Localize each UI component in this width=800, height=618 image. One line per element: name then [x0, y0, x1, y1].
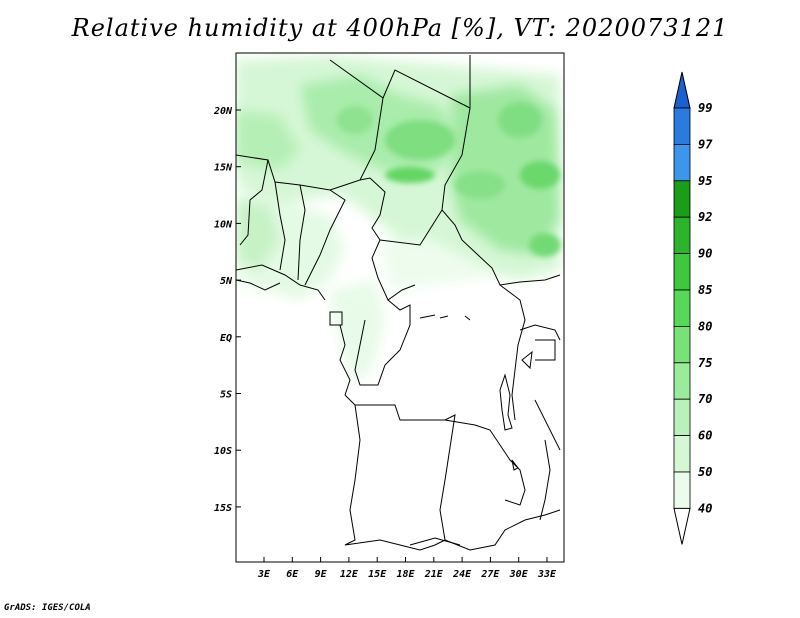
colorbar-segment: [673, 289, 691, 327]
colorbar-label: 99: [698, 101, 712, 115]
colorbar-label: 60: [698, 429, 712, 443]
lon-label: 18E: [396, 569, 415, 580]
map-frame: [235, 52, 565, 563]
colorbar-label: 95: [698, 174, 712, 188]
lat-label: 5S: [220, 390, 232, 401]
lon-label: 12E: [340, 569, 359, 580]
country-boundaries: [236, 55, 561, 551]
humidity-field: [236, 55, 561, 385]
longitude-axis: 3E 6E 9E 12E 15E 18E 21E 24E 27E 30E 33E: [257, 557, 557, 580]
lon-label: 6E: [286, 569, 299, 580]
colorbar-segment: [673, 325, 691, 364]
colorbar-label: 75: [698, 356, 712, 370]
lat-label: 10S: [214, 446, 232, 457]
lon-label: 24E: [452, 569, 472, 580]
colorbar-label: 50: [698, 465, 712, 479]
lat-label: 10N: [214, 219, 233, 230]
colorbar-label: 80: [698, 319, 712, 333]
lon-label: 27E: [480, 569, 500, 580]
colorbar: 99 97 95 92 90 85 80 75 70 60 50 40: [673, 71, 713, 545]
colorbar-label: 85: [698, 283, 712, 297]
colorbar-segment: [673, 216, 691, 254]
colorbar-segment: [673, 253, 691, 291]
latitude-axis: 20N 15N 10N 5N EQ 5S 10S 15S: [213, 106, 241, 514]
lat-label: 20N: [213, 106, 233, 117]
colorbar-segment: [673, 107, 691, 145]
lat-label: EQ: [220, 333, 232, 344]
colorbar-segment: [673, 471, 691, 509]
lakes: [419, 314, 533, 471]
colorbar-label: 90: [698, 247, 712, 261]
colorbar-top-arrow: [673, 71, 691, 109]
grads-credit: GrADS: IGES/COLA: [4, 603, 91, 613]
lon-label: 3E: [257, 569, 271, 580]
lon-label: 15E: [368, 569, 387, 580]
colorbar-label: 92: [698, 210, 712, 224]
lon-label: 33E: [537, 569, 557, 580]
chart-title: Relative humidity at 400hPa [%], VT: 202…: [71, 14, 729, 42]
lon-label: 30E: [509, 569, 529, 580]
colorbar-label: 40: [698, 501, 712, 515]
colorbar-label: 97: [698, 137, 713, 151]
colorbar-segment: [673, 398, 691, 437]
colorbar-label: 70: [698, 392, 712, 406]
colorbar-segment: [673, 435, 691, 473]
lon-label: 9E: [315, 569, 328, 580]
colorbar-bottom-arrow: [673, 507, 691, 545]
lon-label: 21E: [424, 569, 444, 580]
lat-label: 15S: [214, 503, 232, 514]
colorbar-segment: [673, 362, 691, 400]
lat-label: 15N: [214, 163, 233, 174]
lat-label: 5N: [220, 276, 233, 287]
colorbar-segment: [673, 180, 691, 218]
colorbar-segment: [673, 143, 691, 182]
